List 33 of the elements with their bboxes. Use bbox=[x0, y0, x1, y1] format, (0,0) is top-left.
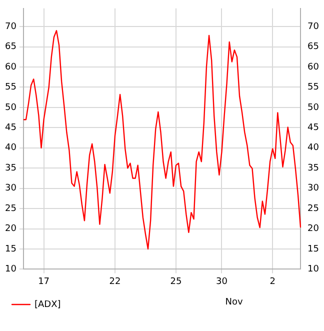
y-tick-label: 35 bbox=[5, 163, 16, 174]
y2-tick-label: 15 bbox=[308, 244, 319, 254]
y-tick-label: 60 bbox=[5, 62, 17, 72]
x-tick-label: 22 bbox=[109, 276, 121, 287]
y2-tick-label: 10 bbox=[308, 264, 320, 275]
y-tick-label: 10 bbox=[5, 264, 17, 275]
y-tick-label: 65 bbox=[5, 42, 16, 52]
y-tick-label: 30 bbox=[5, 184, 17, 194]
y2-tick-label: 70 bbox=[308, 22, 320, 32]
x-tick-label: 17 bbox=[38, 276, 50, 287]
legend-label: [ADX] bbox=[34, 300, 61, 310]
y-tick-label: 15 bbox=[5, 244, 16, 254]
y-tick-label: 20 bbox=[5, 224, 17, 234]
y2-tick-label: 20 bbox=[308, 224, 320, 234]
text: Nov bbox=[225, 297, 244, 308]
y-tick-label: 40 bbox=[5, 143, 17, 154]
y-tick-label: 55 bbox=[5, 82, 16, 93]
y2-tick-label: 55 bbox=[308, 82, 319, 93]
x-tick-label: 30 bbox=[216, 276, 228, 287]
y2-tick-label: 60 bbox=[308, 62, 320, 72]
x-tick-label: 2 bbox=[270, 276, 276, 287]
x-tick-label: 25 bbox=[170, 276, 182, 287]
y2-tick-label: 50 bbox=[308, 102, 320, 113]
y2-tick-label: 35 bbox=[308, 163, 319, 174]
y-tick-label: 45 bbox=[5, 123, 16, 134]
y2-tick-label: 30 bbox=[308, 184, 320, 194]
y2-tick-label: 45 bbox=[308, 123, 319, 134]
y2-tick-label: 25 bbox=[308, 204, 319, 214]
y2-tick-label: 65 bbox=[308, 42, 319, 52]
y2-tick-label: 40 bbox=[308, 143, 320, 154]
y-tick-label: 25 bbox=[5, 204, 16, 214]
y-tick-label: 70 bbox=[5, 22, 17, 32]
y-tick-label: 50 bbox=[5, 102, 17, 113]
